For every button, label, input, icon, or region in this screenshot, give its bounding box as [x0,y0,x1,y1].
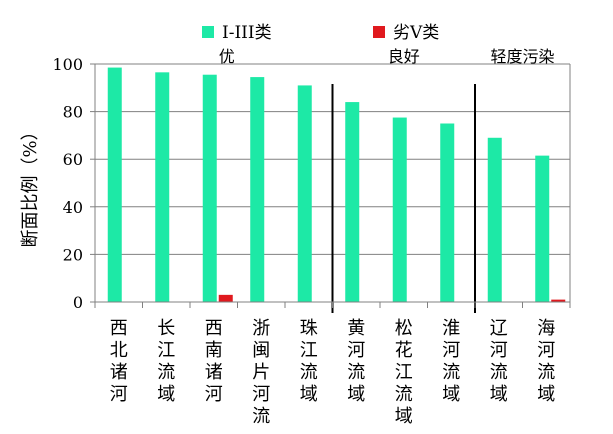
labels: 0 20 40 60 80 100 西北诸河 长江流域 西南诸河 浙闽片河流 珠江流域 黄河流域 松花江… [20,47,555,427]
bar-i-iii [297,85,312,302]
x-category-label: 海河流域 [537,318,555,405]
x-category-label: 松花江流域 [395,318,413,427]
x-category-label: 西北诸河 [110,318,128,405]
bar-i-iii [487,137,502,302]
bar-worse-v [218,294,233,302]
bar-i-iii [107,67,122,302]
group-label: 良好 [388,47,420,66]
axes [90,63,571,308]
y-tick-label: 80 [63,103,83,122]
legend-label: 劣V类 [393,23,439,43]
bars [107,67,566,303]
legend-label: I-III类 [222,23,272,43]
group-dividers [331,84,476,313]
legend-swatch [373,26,385,38]
x-category-label: 淮河流域 [442,318,460,405]
x-category-label: 浙闽片河流 [252,318,270,427]
y-tick-label: 100 [52,55,83,74]
group-label: 轻度污染 [490,47,554,66]
x-category-label: 辽河流域 [490,318,508,405]
y-tick-label: 20 [63,245,83,264]
y-axis-label: 断面比例（%） [20,122,41,247]
bar-worse-v [551,299,566,302]
x-category-label: 长江流域 [157,318,175,405]
bar-i-iii [392,117,407,302]
bar-i-iii [535,155,550,302]
bar-i-iii [202,74,217,303]
bar-i-iii [250,77,265,302]
y-tick-label: 60 [63,150,83,169]
bar-i-iii [440,123,455,302]
y-tick-label: 40 [63,198,83,217]
group-label: 优 [219,47,235,66]
bar-i-iii [155,72,170,302]
legend: I-III类 劣V类 [202,23,439,43]
x-category-label: 黄河流域 [347,318,365,405]
bar-i-iii [345,102,360,302]
legend-swatch [202,26,214,38]
x-category-label: 珠江流域 [300,318,318,405]
x-category-label: 西南诸河 [205,318,223,405]
y-tick-label: 0 [73,293,83,312]
